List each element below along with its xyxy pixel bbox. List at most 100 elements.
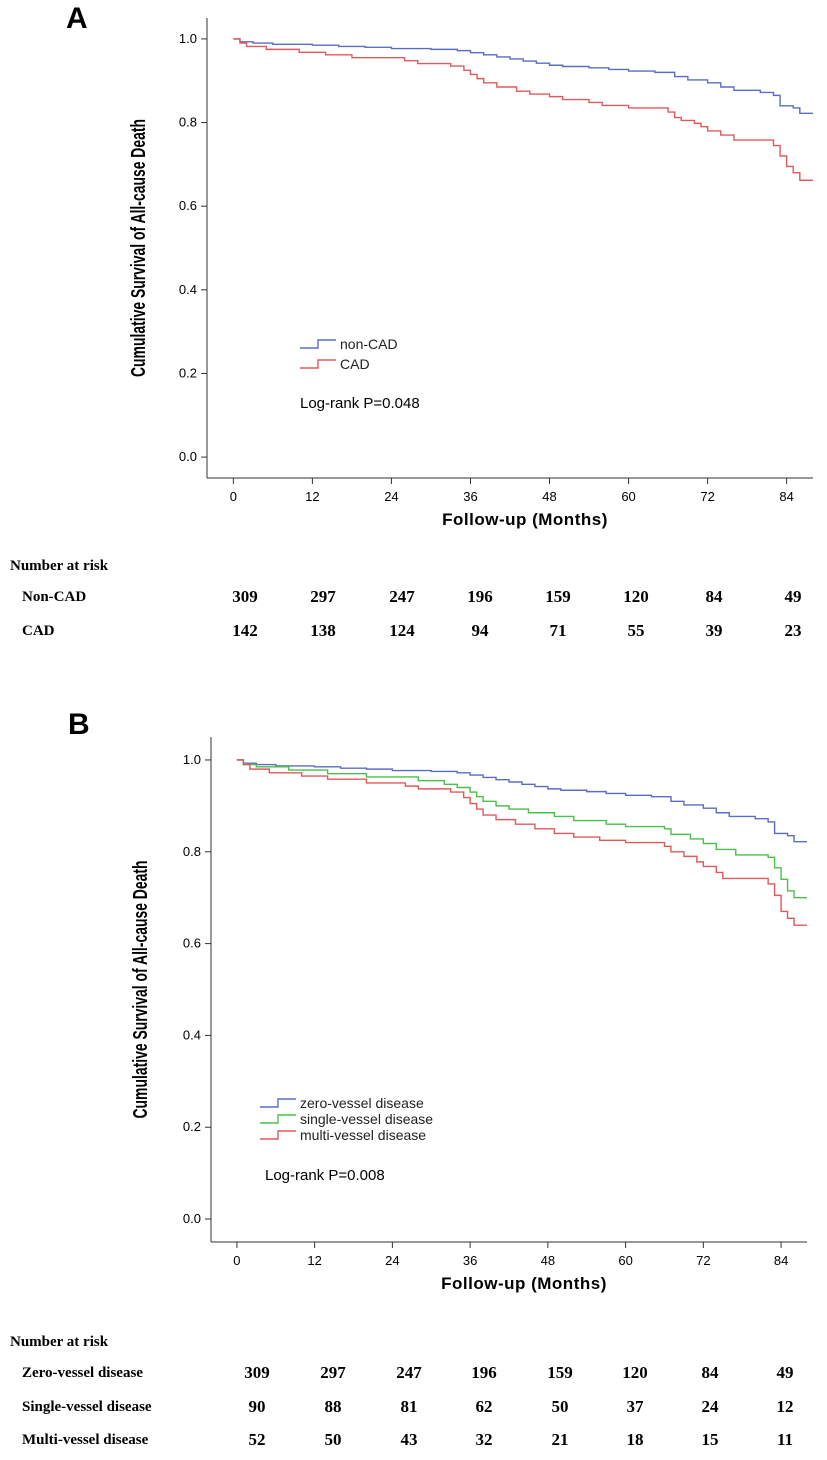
risk-value: 24 [701, 1397, 719, 1416]
y-tick-label: 0.6 [183, 936, 201, 951]
panel-a-letter: A [66, 2, 88, 35]
risk-value: 309 [244, 1363, 270, 1382]
legend-label: multi-vessel disease [300, 1127, 426, 1143]
risk-value: 32 [475, 1430, 493, 1449]
y-axis-title: Cumulative Survival of All-cause Death [128, 860, 151, 1118]
risk-value: 120 [622, 1363, 648, 1382]
risk-value: 120 [623, 587, 649, 606]
panel-b-letter: B [68, 708, 90, 741]
legend-label: non-CAD [340, 336, 398, 352]
risk-value: 84 [705, 587, 723, 606]
risk-value: 21 [551, 1430, 569, 1449]
risk-value: 49 [776, 1363, 794, 1382]
x-axis-title: Follow-up (Months) [441, 1274, 607, 1293]
y-tick-label: 0.8 [183, 844, 201, 859]
legend-label: zero-vessel disease [300, 1095, 424, 1111]
y-axis-title: Cumulative Survival of All-cause Death [126, 119, 149, 377]
survival-curve-cad [233, 38, 813, 181]
risk-value: 196 [467, 587, 493, 606]
risk-value: 18 [626, 1430, 644, 1449]
x-tick-label: 84 [779, 489, 793, 504]
survival-curve-non-cad [233, 38, 813, 115]
risk-value: 15 [701, 1430, 719, 1449]
x-tick-label: 36 [463, 489, 477, 504]
risk-value: 94 [471, 621, 489, 640]
risk-value: 81 [400, 1397, 418, 1416]
legend-swatch [300, 339, 336, 349]
risk-value: 90 [248, 1397, 266, 1416]
risk-value: 55 [627, 621, 645, 640]
risk-value: 23 [784, 621, 802, 640]
risk-row-label: CAD [22, 623, 55, 639]
x-tick-label: 48 [541, 1253, 555, 1268]
x-tick-label: 24 [385, 1253, 399, 1268]
risk-table-b-heading: Number at risk [10, 1334, 109, 1350]
risk-row-label: Single-vessel disease [22, 1399, 152, 1415]
y-tick-label: 0.4 [183, 1027, 201, 1042]
y-tick-label: 1.0 [183, 752, 201, 767]
risk-value: 52 [248, 1430, 266, 1449]
legend-swatch [260, 1098, 296, 1108]
risk-value: 88 [324, 1397, 342, 1416]
y-tick-label: 0.2 [179, 365, 197, 380]
x-axis-title: Follow-up (Months) [442, 510, 608, 529]
y-tick-label: 1.0 [179, 31, 197, 46]
risk-value: 11 [776, 1430, 794, 1449]
legend-swatch [260, 1130, 296, 1140]
legend-swatch [260, 1114, 296, 1124]
risk-value: 196 [471, 1363, 497, 1382]
x-tick-label: 0 [233, 1253, 240, 1268]
y-tick-label: 0.0 [179, 449, 197, 464]
y-tick-label: 0.4 [179, 282, 197, 297]
risk-value: 49 [784, 587, 802, 606]
legend-label: CAD [340, 356, 370, 372]
risk-value: 309 [232, 587, 258, 606]
risk-value: 37 [626, 1397, 644, 1416]
y-tick-label: 0.6 [179, 198, 197, 213]
risk-value: 247 [396, 1363, 422, 1382]
risk-value: 159 [547, 1363, 573, 1382]
risk-row-label: Multi-vessel disease [22, 1432, 149, 1448]
risk-value: 297 [320, 1363, 346, 1382]
risk-value: 12 [776, 1397, 794, 1416]
risk-table-a-heading: Number at risk [10, 558, 109, 574]
x-tick-label: 0 [230, 489, 237, 504]
x-tick-label: 60 [621, 489, 635, 504]
x-tick-label: 60 [618, 1253, 632, 1268]
risk-value: 71 [549, 621, 567, 640]
survival-curve-multi-vessel-disease [236, 759, 807, 926]
legend-label: single-vessel disease [300, 1111, 433, 1127]
x-tick-label: 48 [542, 489, 556, 504]
risk-value: 39 [705, 621, 723, 640]
risk-value: 159 [545, 587, 571, 606]
survival-curve-zero-vessel-disease [236, 759, 807, 843]
risk-value: 142 [232, 621, 258, 640]
x-tick-label: 36 [463, 1253, 477, 1268]
risk-value: 297 [310, 587, 336, 606]
legend-swatch [300, 359, 336, 369]
survival-curve-single-vessel-disease [236, 759, 807, 899]
y-tick-label: 0.0 [183, 1211, 201, 1226]
y-tick-label: 0.2 [183, 1119, 201, 1134]
x-tick-label: 24 [384, 489, 398, 504]
risk-value: 84 [701, 1363, 719, 1382]
x-tick-label: 12 [305, 489, 319, 504]
risk-value: 62 [475, 1397, 493, 1416]
log-rank-annotation: Log-rank P=0.008 [265, 1167, 385, 1184]
risk-value: 50 [324, 1430, 342, 1449]
risk-value: 138 [310, 621, 336, 640]
risk-value: 124 [389, 621, 415, 640]
x-tick-label: 72 [696, 1253, 710, 1268]
risk-value: 43 [400, 1430, 418, 1449]
km-chart-a: 0.0 0.2 0.4 0.6 0.8 1.0 0 12 24 36 48 60 72 84 Follow-… [126, 18, 813, 529]
risk-row-label: Zero-vessel disease [22, 1365, 143, 1381]
risk-value: 50 [551, 1397, 569, 1416]
x-tick-label: 84 [774, 1253, 788, 1268]
log-rank-annotation: Log-rank P=0.048 [300, 395, 420, 412]
x-tick-label: 72 [700, 489, 714, 504]
km-chart-b: 0.0 0.2 0.4 0.6 0.8 1.0 0 12 24 36 48 60 72 84 Follow-… [128, 737, 807, 1293]
x-tick-label: 12 [307, 1253, 321, 1268]
risk-row-label: Non-CAD [22, 589, 87, 605]
y-tick-label: 0.8 [179, 115, 197, 130]
risk-value: 247 [389, 587, 415, 606]
